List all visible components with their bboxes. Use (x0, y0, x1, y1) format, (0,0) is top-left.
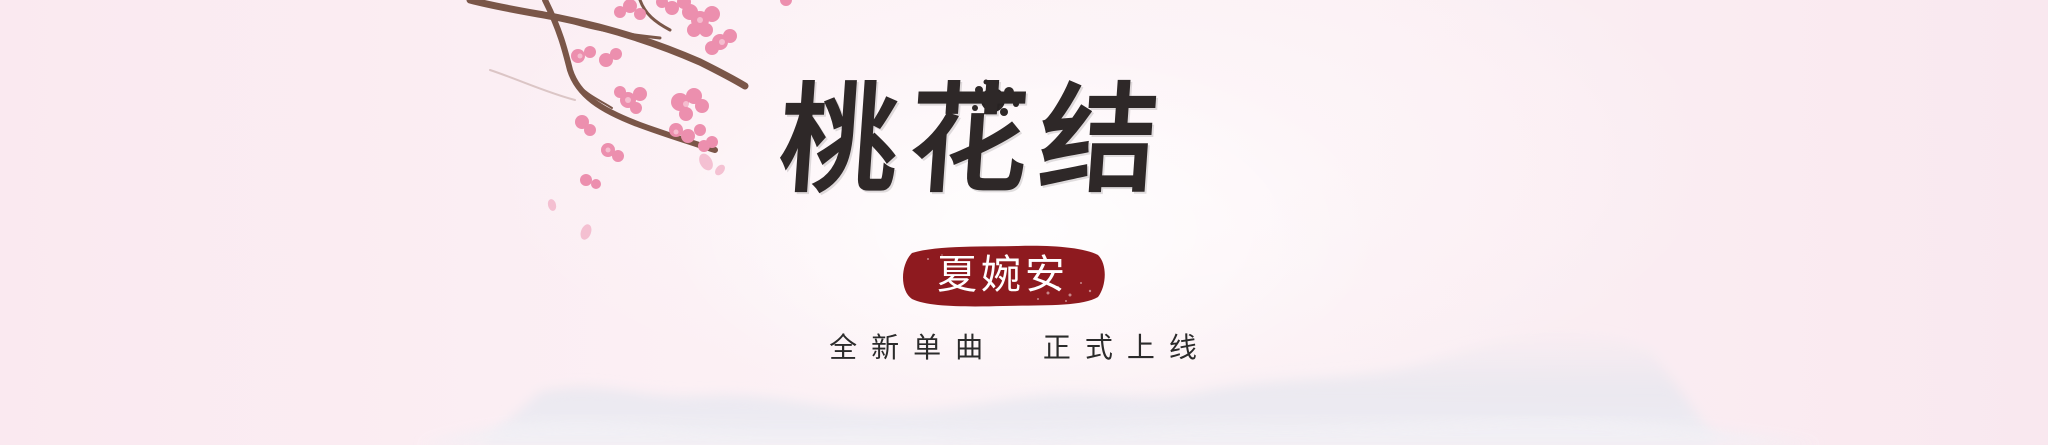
blossom-icon (571, 0, 792, 189)
artist-seal: 夏婉安 (898, 243, 1108, 309)
artist-name: 夏婉安 (937, 252, 1069, 298)
red-seal-background (903, 245, 1105, 307)
release-tagline: 全新单曲 正式上线 (829, 331, 1211, 364)
song-title: 桃花结 (775, 71, 1175, 209)
